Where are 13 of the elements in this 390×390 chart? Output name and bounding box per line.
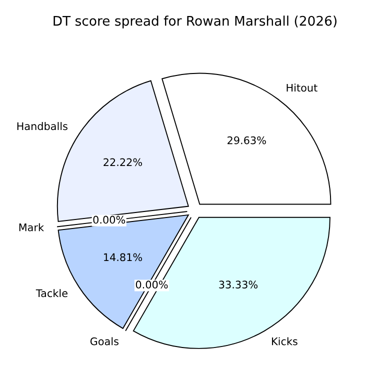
slice-label: Handballs [17, 122, 68, 130]
slice-label: Tackle [36, 289, 68, 298]
slice-label: Kicks [272, 337, 298, 346]
chart-title: DT score spread for Rowan Marshall (2026) [54, 16, 336, 28]
data-label: 22.22% [104, 158, 142, 166]
category-label: Mark [19, 223, 44, 232]
data-label: 14.81% [104, 253, 142, 262]
text: 0.00% [136, 280, 168, 289]
data-label: 29.63% [228, 136, 266, 144]
slice-label: Hitout [286, 84, 318, 92]
text: 0.00% [93, 216, 126, 224]
data-label: 33.33% [219, 280, 258, 289]
category-label: Goals [90, 337, 118, 346]
